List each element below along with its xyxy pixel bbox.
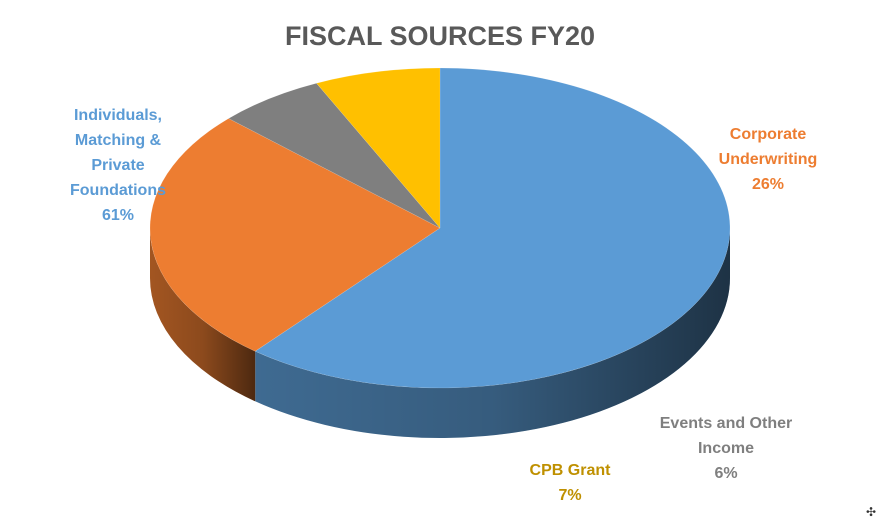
slice-cpb-grant <box>316 67 441 229</box>
data-label-events-and-other-income: Events and Other Income 6% <box>660 415 792 482</box>
label-layer: Individuals, Matching & Private Foundations… <box>70 107 817 504</box>
data-label-individuals-matching-private-foundations: Individuals, Matching & Private Foundations… <box>70 107 166 224</box>
data-label-corporate-underwriting: Corporate Underwriting 26% <box>719 126 818 193</box>
chart-title: FISCAL SOURCES FY20 <box>285 21 595 51</box>
slice-events-and-other-income <box>228 82 441 229</box>
slice-corporate-underwriting <box>149 118 441 352</box>
slice-individuals-matching-private-foundations-side-shade <box>255 228 731 439</box>
data-label-cpb-grant: CPB Grant 7% <box>530 462 612 504</box>
slice-corporate-underwriting-side-shade <box>150 228 256 402</box>
resize-handle-icon[interactable]: ✣ <box>865 505 876 519</box>
slice-individuals-matching-private-foundations <box>254 67 731 389</box>
pie-layer <box>149 67 731 439</box>
